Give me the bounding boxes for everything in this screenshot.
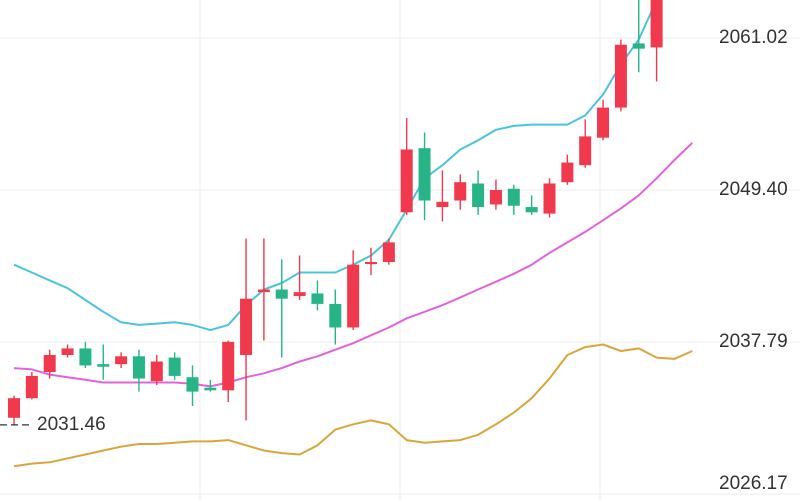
candle-body xyxy=(489,190,502,205)
candle-body xyxy=(525,207,538,213)
candle-body xyxy=(275,289,288,299)
candle-body xyxy=(436,201,449,208)
candle-body xyxy=(400,149,413,213)
candle-body xyxy=(472,183,485,208)
candle-body xyxy=(132,356,145,379)
candle-body xyxy=(222,341,235,391)
candle-body xyxy=(418,148,431,201)
candle-body xyxy=(43,354,56,372)
candle-body xyxy=(632,43,645,49)
candle-body xyxy=(614,44,627,108)
candle-body xyxy=(115,356,128,365)
candle-body xyxy=(597,107,610,138)
candle-body xyxy=(382,242,395,263)
candle-body xyxy=(79,348,92,366)
candle-body xyxy=(186,377,199,392)
candle-body xyxy=(311,293,324,304)
candle-body xyxy=(347,264,360,328)
candle-body xyxy=(293,292,306,297)
line-series xyxy=(13,0,658,332)
labels: 2061.02 2049.40 2037.79 2026.17 2031.46 xyxy=(0,27,788,494)
candle-body xyxy=(561,162,574,183)
candle-body xyxy=(61,348,74,355)
grid xyxy=(0,37,800,495)
candle-body xyxy=(97,364,110,367)
min-price-label: 2031.46 xyxy=(37,414,106,435)
candle-body xyxy=(25,375,38,399)
candle-body xyxy=(150,361,163,382)
candle-body xyxy=(579,136,592,166)
y-tick-label: 2049.40 xyxy=(719,179,788,200)
candle-body xyxy=(257,289,270,293)
line-series xyxy=(13,343,693,468)
candle-body xyxy=(365,262,377,265)
candles xyxy=(8,0,663,425)
candle-body xyxy=(329,303,342,328)
candle-body xyxy=(204,387,217,391)
y-tick-label: 2026.17 xyxy=(719,473,788,494)
candle-body xyxy=(650,0,663,48)
lines xyxy=(13,0,693,468)
y-tick-label: 2037.79 xyxy=(719,331,788,352)
candle-body xyxy=(8,398,20,418)
y-tick-label: 2061.02 xyxy=(719,27,788,48)
candle-body xyxy=(507,188,520,206)
candle-body xyxy=(240,298,253,355)
candle-body xyxy=(454,182,467,201)
candle-body xyxy=(168,357,181,376)
candle-body xyxy=(543,183,556,214)
line-series xyxy=(13,142,693,388)
